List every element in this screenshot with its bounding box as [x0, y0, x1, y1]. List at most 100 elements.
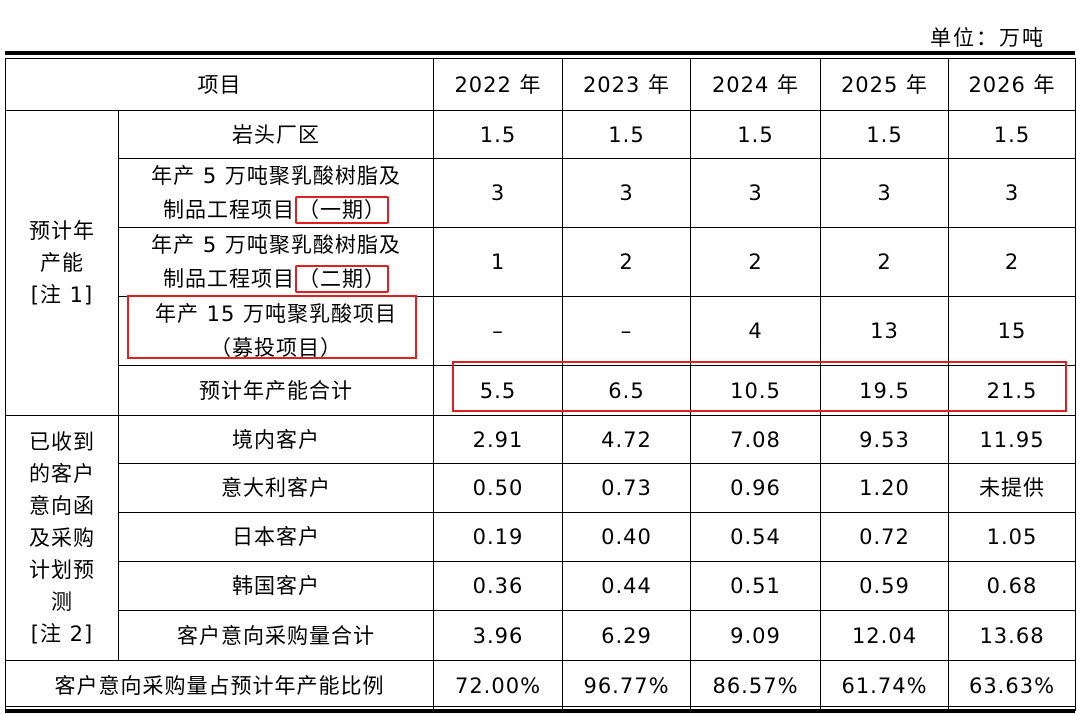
row-label: 韩国客户	[118, 561, 434, 611]
value-cell: 1	[433, 227, 563, 297]
table-row: 年产 5 万吨聚乳酸树脂及 制品工程项目 （二期） 1 2 2 2 2	[6, 227, 1076, 297]
value-cell: 2	[562, 227, 691, 297]
row-label-line: 制品工程项目 （二期）	[119, 262, 433, 296]
value-cell: 7.08	[690, 415, 821, 464]
group-label: 预计年 产能 [注 1]	[5, 110, 119, 416]
value-cell: 1.5	[562, 110, 691, 159]
value-cell: 21.5	[948, 365, 1076, 416]
value-cell: 3	[690, 158, 821, 228]
value-cell: 9.53	[820, 415, 949, 464]
value-cell: 4	[690, 296, 821, 366]
group-label-line: 预计年	[29, 219, 95, 243]
group-label-line: 测	[51, 590, 73, 614]
value-cell: 1.5	[433, 110, 563, 159]
row-label: 意大利客户	[118, 463, 434, 513]
header-cell: 2023 年	[562, 58, 691, 111]
table-row: 已收到 的客户 意向函 及采购 计划预测 [注 2] 境内客户 2.91 4.72 7.08 9.5…	[5, 415, 1076, 661]
row-label-line: 日本客户	[232, 525, 320, 549]
highlight-box	[127, 295, 417, 359]
bottom-rule	[5, 709, 1075, 713]
value-cell: 4.72	[562, 415, 691, 464]
value-cell: 0.51	[690, 561, 821, 611]
row-label: 年产 15 万吨聚乳酸项目 （募投项目）	[118, 296, 434, 366]
footer-label: 客户意向采购量占预计年产能比例	[5, 660, 434, 711]
value-cell: 1.5	[690, 110, 821, 159]
value-cell: 0.19	[433, 512, 563, 562]
value-cell: 2.91	[433, 415, 563, 464]
table-row: 韩国客户 0.36 0.44 0.51 0.59 0.68	[6, 561, 1076, 611]
row-label-line: 韩国客户	[232, 574, 320, 598]
row-label-part: 制品工程项目	[163, 198, 295, 222]
table: 项目 2022 年 2023 年 2024 年 2025 年 2026 年预计年 产能 [注 …	[5, 58, 1076, 711]
row-label-line: 客户意向采购量合计	[177, 623, 375, 648]
row-label-line: 制品工程项目 （一期）	[119, 193, 433, 227]
header-cell: 2024 年	[690, 58, 821, 111]
value-cell: 3	[562, 158, 691, 228]
value-cell: 6.29	[562, 610, 691, 661]
value-cell: 0.54	[690, 512, 821, 562]
row-label-line: 年产 5 万吨聚乳酸树脂及	[151, 233, 401, 257]
row-label-line: （募投项目）	[210, 336, 342, 360]
value-cell: 1.5	[820, 110, 949, 159]
group-label-line: 及采购	[29, 526, 95, 550]
value-cell: 9.09	[690, 610, 821, 661]
value-cell: 15	[948, 296, 1076, 366]
value-cell: 2	[690, 227, 821, 297]
value-cell: 1.5	[948, 110, 1076, 159]
row-label-part: （一期）	[295, 196, 389, 224]
table-row: 日本客户 0.19 0.40 0.54 0.72 1.05	[6, 512, 1076, 562]
value-cell: 2	[948, 227, 1076, 297]
row-label-line: 意大利客户	[221, 476, 331, 500]
value-cell: 0.44	[562, 561, 691, 611]
row-label-part: （二期）	[295, 265, 389, 293]
value-cell: 13	[820, 296, 949, 366]
value-cell: 86.57%	[690, 660, 821, 711]
row-label-line: 境内客户	[232, 427, 320, 452]
group-label-line: [注 1]	[30, 283, 94, 307]
value-cell: 0.50	[433, 463, 563, 513]
value-cell: 未提供	[948, 463, 1076, 513]
footer-row: 客户意向采购量占预计年产能比例 72.00% 96.77% 86.57% 61.74% 6…	[5, 660, 1076, 711]
header-cell: 2025 年	[820, 58, 949, 111]
header-row: 项目 2022 年 2023 年 2024 年 2025 年 2026 年	[5, 58, 1076, 111]
value-cell: 0.73	[562, 463, 691, 513]
row-label: 岩头厂区	[118, 110, 434, 159]
header-cell: 项目	[5, 58, 434, 111]
value-cell: 2	[820, 227, 949, 297]
header-cell: 2026 年	[948, 58, 1076, 111]
row-label: 日本客户	[118, 512, 434, 562]
row-label: 预计年产能合计	[118, 365, 434, 416]
value-cell: 61.74%	[820, 660, 949, 711]
value-cell: 3	[948, 158, 1076, 228]
row-label-line: 预计年产能合计	[199, 378, 353, 403]
value-cell: 0.68	[948, 561, 1076, 611]
group-label-line: 意向函	[29, 494, 95, 518]
table-row: 年产 5 万吨聚乳酸树脂及 制品工程项目 （一期） 3 3 3 3 3	[6, 158, 1076, 228]
group-label-line: 计划预	[29, 558, 95, 582]
value-cell: 1.05	[948, 512, 1076, 562]
row-label: 年产 5 万吨聚乳酸树脂及制品工程项目 （二期）	[118, 227, 434, 297]
value-cell: 11.95	[948, 415, 1076, 464]
value-cell: 13.68	[948, 610, 1076, 661]
group-label-line: 的客户	[29, 462, 95, 486]
value-cell: 12.04	[820, 610, 949, 661]
unit: 单位：万吨	[930, 26, 1045, 50]
row-label-part: 制品工程项目	[163, 267, 295, 291]
value-cell: 19.5	[820, 365, 949, 416]
value-cell: –	[562, 296, 691, 366]
group-label: 已收到 的客户 意向函 及采购 计划预测 [注 2]	[5, 415, 119, 661]
row-label: 年产 5 万吨聚乳酸树脂及 制品工程项目 （一期）	[118, 158, 434, 228]
value-cell: 3	[433, 158, 563, 228]
highlight-box	[452, 361, 1067, 412]
value-cell: 0.96	[690, 463, 821, 513]
value-cell: 0.40	[562, 512, 691, 562]
value-cell: 0.59	[820, 561, 949, 611]
header-cell: 2022 年	[433, 58, 563, 111]
table-row: 预计年产能合计 5.5 6.5 10.5 19.5 21.5	[6, 365, 1076, 416]
value-cell: 1.20	[820, 463, 949, 513]
group-label-line: [注 2]	[30, 622, 94, 646]
value-cell: 63.63%	[948, 660, 1076, 711]
table-row: 客户意向采购量合计 3.96 6.29 9.09 12.04 13.68	[6, 610, 1076, 661]
value-cell: 3.96	[433, 610, 563, 661]
